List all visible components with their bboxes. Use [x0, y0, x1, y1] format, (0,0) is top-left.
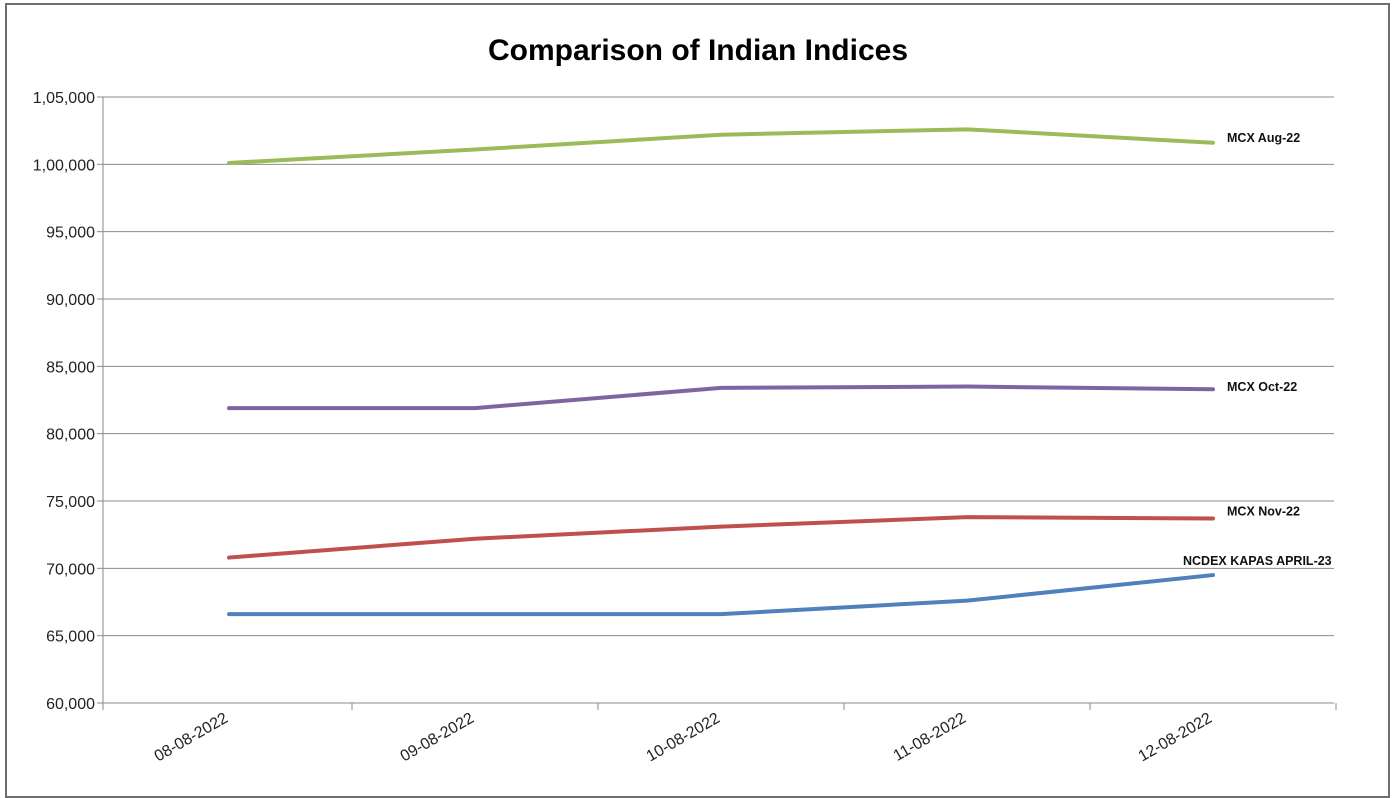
series-line-2 [227, 515, 1215, 560]
y-tick-label: 95,000 [46, 225, 95, 242]
x-tick-label: 10-08-2022 [644, 710, 723, 766]
series-label: NCDEX KAPAS APRIL-23 [1183, 554, 1332, 568]
y-tick-label: 1,00,000 [33, 157, 95, 174]
y-tick-label: 90,000 [46, 292, 95, 309]
y-tick-label: 85,000 [46, 359, 95, 376]
x-tick-label: 11-08-2022 [891, 710, 969, 765]
y-tick-label: 75,000 [46, 494, 95, 511]
y-tick-label: 80,000 [46, 427, 95, 444]
y-tick-label: 65,000 [46, 629, 95, 646]
series-label: MCX Nov-22 [1227, 505, 1300, 519]
series-label: MCX Oct-22 [1227, 380, 1297, 394]
series-line-1 [227, 384, 1215, 411]
y-tick-label: 70,000 [46, 561, 95, 578]
x-tick-label: 12-08-2022 [1136, 710, 1215, 766]
series-line-0 [227, 127, 1215, 165]
series-line-3 [227, 573, 1215, 617]
y-tick-label: 1,05,000 [33, 90, 95, 107]
chart-title: Comparison of Indian Indices [488, 34, 908, 67]
series-label: MCX Aug-22 [1227, 131, 1300, 145]
x-tick-label: 09-08-2022 [398, 710, 477, 766]
y-tick-label: 60,000 [46, 696, 95, 713]
x-tick-label: 08-08-2022 [152, 710, 231, 766]
